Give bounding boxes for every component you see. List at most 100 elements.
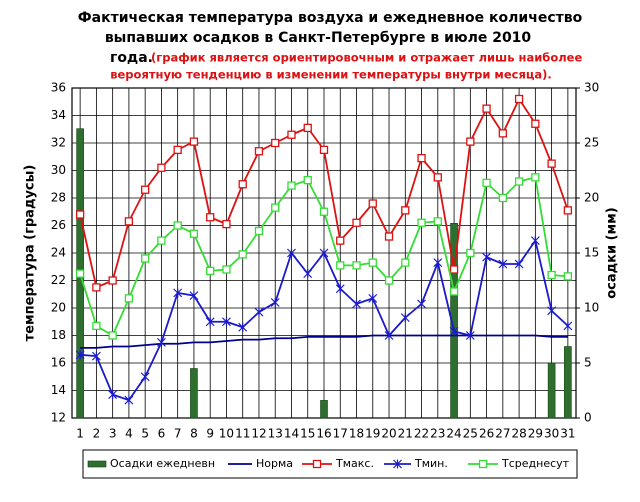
series-marker (156, 337, 166, 347)
series-marker (206, 266, 215, 276)
series-marker (124, 395, 134, 405)
x-tick-label: 23 (430, 427, 445, 441)
chart-subtitle: вероятную тенденцию в изменении температ… (110, 68, 552, 82)
x-tick-label: 8 (190, 427, 198, 441)
x-tick-label: 15 (300, 427, 315, 441)
series-marker (482, 178, 491, 188)
x-tick-label: 7 (174, 427, 182, 441)
series-marker (141, 254, 150, 263)
chart-subtitle: (график является ориентировочным и отраж… (151, 51, 582, 65)
series-marker (238, 322, 248, 332)
series-marker (271, 138, 280, 148)
series-marker (336, 261, 345, 270)
y2-tick-label: 0 (584, 411, 592, 425)
series-marker (352, 261, 361, 270)
series-marker (465, 331, 475, 340)
series-marker (303, 269, 313, 279)
y-tick-label: 28 (51, 191, 66, 205)
series-marker (384, 276, 394, 285)
series-marker (466, 248, 475, 258)
series-marker (303, 123, 312, 133)
series-marker (498, 193, 507, 203)
series-marker (141, 185, 150, 194)
series-marker (401, 206, 410, 215)
y-tick-label: 16 (51, 356, 66, 370)
legend-marker (393, 459, 402, 469)
x-tick-label: 28 (511, 427, 526, 441)
series-marker (287, 181, 296, 190)
x-tick-label: 27 (495, 427, 510, 441)
series-marker (189, 137, 199, 146)
y2-tick-label: 20 (584, 191, 599, 205)
series-marker (75, 269, 85, 278)
x-tick-label: 12 (251, 427, 266, 441)
x-tick-label: 31 (560, 427, 575, 441)
series-marker (206, 213, 215, 222)
x-tick-label: 16 (316, 427, 331, 441)
series-marker (238, 180, 247, 189)
legend-label: Тмакс. (335, 457, 374, 470)
series-marker (563, 272, 573, 281)
y-tick-label: 26 (51, 218, 66, 232)
x-tick-label: 2 (93, 427, 101, 441)
x-tick-label: 6 (158, 427, 166, 441)
series-marker (482, 252, 492, 262)
y-tick-label: 32 (51, 136, 66, 150)
series-marker (238, 250, 247, 259)
x-tick-label: 22 (414, 427, 429, 441)
y2-tick-label: 30 (584, 81, 599, 95)
series-marker (92, 283, 101, 292)
series-marker (449, 326, 459, 336)
x-tick-label: 11 (235, 427, 250, 441)
y-tick-label: 18 (51, 328, 66, 342)
series-marker (514, 94, 524, 104)
series-marker (482, 104, 491, 113)
series-marker (514, 177, 524, 186)
series-marker (254, 147, 264, 156)
series-marker (271, 203, 280, 212)
series-marker (335, 284, 345, 294)
x-tick-label: 25 (463, 427, 478, 441)
x-tick-label: 3 (109, 427, 117, 441)
y2-tick-label: 25 (584, 136, 599, 150)
series-marker (336, 236, 345, 245)
series-marker (319, 207, 329, 216)
series-marker (400, 313, 410, 323)
chart-title: года. (110, 50, 153, 66)
series-marker (173, 288, 183, 298)
legend-marker (312, 459, 322, 469)
series-marker (173, 221, 182, 230)
series-marker (108, 276, 117, 285)
series-marker (547, 306, 557, 316)
x-tick-label: 10 (219, 427, 234, 441)
series-marker (384, 232, 394, 241)
series-marker (563, 206, 573, 215)
x-tick-label: 26 (479, 427, 494, 441)
series-marker (287, 248, 296, 258)
y2-axis-label: осадки (мм) (605, 207, 620, 299)
x-tick-label: 21 (398, 427, 413, 441)
y-tick-label: 24 (51, 246, 66, 260)
y-tick-label: 20 (51, 301, 66, 315)
series-marker (530, 236, 540, 246)
precip-bar (190, 368, 198, 419)
x-tick-label: 24 (446, 427, 461, 441)
series-marker (222, 219, 231, 229)
series-marker (222, 317, 231, 327)
series-marker (449, 265, 459, 274)
series-marker (466, 137, 475, 146)
series-marker (449, 287, 459, 296)
x-tick-label: 30 (544, 427, 559, 441)
series-marker (108, 390, 118, 400)
y-axis-label: температура (градусы) (23, 165, 38, 342)
series-marker (352, 218, 361, 227)
precip-bar (450, 223, 458, 419)
series-marker (417, 299, 426, 309)
x-tick-label: 5 (141, 427, 149, 441)
x-tick-label: 13 (268, 427, 283, 441)
series-marker (254, 226, 264, 236)
series-marker (531, 119, 540, 128)
series-marker (189, 291, 199, 301)
legend-swatch (87, 460, 107, 468)
